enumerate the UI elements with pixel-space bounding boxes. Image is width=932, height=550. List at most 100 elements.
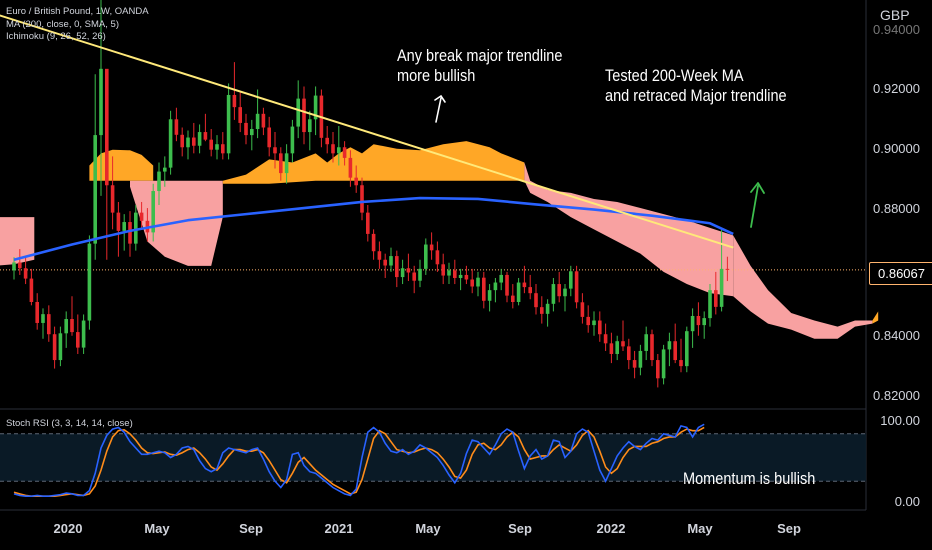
candle-bearish[interactable] (632, 360, 637, 368)
major-trendline[interactable] (0, 14, 734, 249)
candle-bearish[interactable] (522, 282, 527, 288)
candle-bearish[interactable] (29, 278, 34, 302)
candle-bearish[interactable] (18, 262, 22, 269)
candle-bearish[interactable] (371, 233, 376, 252)
candle-bearish[interactable] (505, 274, 509, 296)
candle-bearish[interactable] (203, 132, 208, 140)
candle-bearish[interactable] (139, 212, 144, 221)
candle-bullish[interactable] (157, 171, 161, 192)
candle-bearish[interactable] (406, 268, 411, 273)
candle-bearish[interactable] (435, 250, 440, 265)
candle-bullish[interactable] (667, 341, 672, 350)
candle-bullish[interactable] (708, 290, 712, 319)
candle-bearish[interactable] (540, 307, 544, 314)
candle-bullish[interactable] (308, 119, 312, 133)
candle-bearish[interactable] (348, 157, 353, 178)
candle-bullish[interactable] (41, 314, 45, 323)
candle-bearish[interactable] (302, 98, 306, 133)
candle-bearish[interactable] (23, 268, 28, 279)
candle-bullish[interactable] (186, 137, 190, 148)
candle-bullish[interactable] (58, 333, 63, 361)
candle-bullish[interactable] (458, 274, 463, 278)
candle-bearish[interactable] (192, 137, 196, 146)
candle-bullish[interactable] (476, 277, 480, 287)
candle-bullish[interactable] (215, 144, 219, 150)
candle-bullish[interactable] (563, 288, 567, 297)
candle-bullish[interactable] (93, 135, 97, 244)
candle-bullish[interactable] (255, 113, 260, 130)
candle-bearish[interactable] (261, 113, 266, 128)
candle-bearish[interactable] (325, 137, 329, 145)
candle-bearish[interactable] (412, 272, 416, 281)
candle-bullish[interactable] (168, 119, 173, 168)
candle-bearish[interactable] (209, 139, 213, 150)
candle-bearish[interactable] (656, 360, 660, 379)
candle-bullish[interactable] (151, 191, 155, 233)
candle-bearish[interactable] (128, 222, 132, 244)
candle-bearish[interactable] (482, 277, 486, 301)
candle-bearish[interactable] (673, 341, 677, 361)
legend-ichimoku[interactable]: Ichimoku (9, 26, 52, 26) (6, 31, 106, 42)
candle-bullish[interactable] (545, 303, 550, 314)
candle-bearish[interactable] (116, 212, 121, 231)
candle-bearish[interactable] (52, 334, 57, 361)
candle-bearish[interactable] (574, 271, 579, 303)
candle-bearish[interactable] (395, 256, 399, 278)
candle-bearish[interactable] (725, 268, 730, 270)
candle-bullish[interactable] (551, 284, 556, 304)
candle-bearish[interactable] (557, 284, 561, 297)
candle-bullish[interactable] (424, 244, 428, 269)
candle-bearish[interactable] (360, 185, 364, 213)
candle-bullish[interactable] (702, 318, 706, 326)
legend-ma[interactable]: MA (200, close, 0, SMA, 5) (6, 18, 119, 30)
candle-bullish[interactable] (250, 129, 254, 136)
stoch-d-line[interactable] (13, 426, 705, 498)
candle-bearish[interactable] (696, 315, 701, 326)
candle-bullish[interactable] (296, 98, 300, 127)
candle-bearish[interactable] (273, 147, 277, 154)
candle-bearish[interactable] (679, 360, 683, 367)
candle-bearish[interactable] (598, 320, 602, 335)
candle-bullish[interactable] (400, 268, 405, 278)
candle-bearish[interactable] (366, 212, 370, 234)
candle-bearish[interactable] (279, 153, 283, 174)
candle-bearish[interactable] (35, 301, 39, 323)
candle-bearish[interactable] (586, 316, 590, 326)
candle-bearish[interactable] (238, 107, 242, 123)
candle-bearish[interactable] (429, 244, 434, 251)
candle-bullish[interactable] (615, 341, 619, 354)
candle-bullish[interactable] (644, 334, 648, 351)
candle-bearish[interactable] (174, 119, 179, 135)
candle-bearish[interactable] (342, 147, 347, 158)
candle-bearish[interactable] (714, 290, 718, 307)
legend-symbol[interactable]: Euro / British Pound, 1W, OANDA (6, 6, 149, 17)
candle-bullish[interactable] (226, 94, 231, 154)
candle-bullish[interactable] (81, 320, 86, 348)
candle-bullish[interactable] (87, 243, 92, 321)
candle-bullish[interactable] (122, 222, 126, 231)
candle-bullish[interactable] (516, 282, 521, 302)
candle-bearish[interactable] (528, 287, 532, 294)
ma-200-line[interactable] (13, 196, 734, 261)
candle-bullish[interactable] (99, 68, 103, 136)
candle-bearish[interactable] (70, 319, 74, 333)
candle-bullish[interactable] (499, 274, 503, 283)
candle-bullish[interactable] (290, 126, 295, 154)
candle-bearish[interactable] (267, 127, 271, 148)
candle-bearish[interactable] (453, 270, 457, 278)
candle-bullish[interactable] (12, 262, 16, 271)
candle-bearish[interactable] (110, 185, 115, 213)
candle-bearish[interactable] (534, 293, 538, 308)
candle-bearish[interactable] (627, 346, 631, 361)
candle-bearish[interactable] (470, 279, 474, 287)
candle-bearish[interactable] (354, 177, 358, 186)
candle-bullish[interactable] (418, 268, 422, 281)
candle-bearish[interactable] (331, 144, 335, 154)
candle-bearish[interactable] (580, 302, 585, 317)
candle-bullish[interactable] (197, 132, 202, 146)
candle-bearish[interactable] (221, 144, 225, 154)
candle-bearish[interactable] (232, 94, 237, 108)
candle-bullish[interactable] (163, 167, 167, 172)
candle-bullish[interactable] (690, 315, 695, 332)
